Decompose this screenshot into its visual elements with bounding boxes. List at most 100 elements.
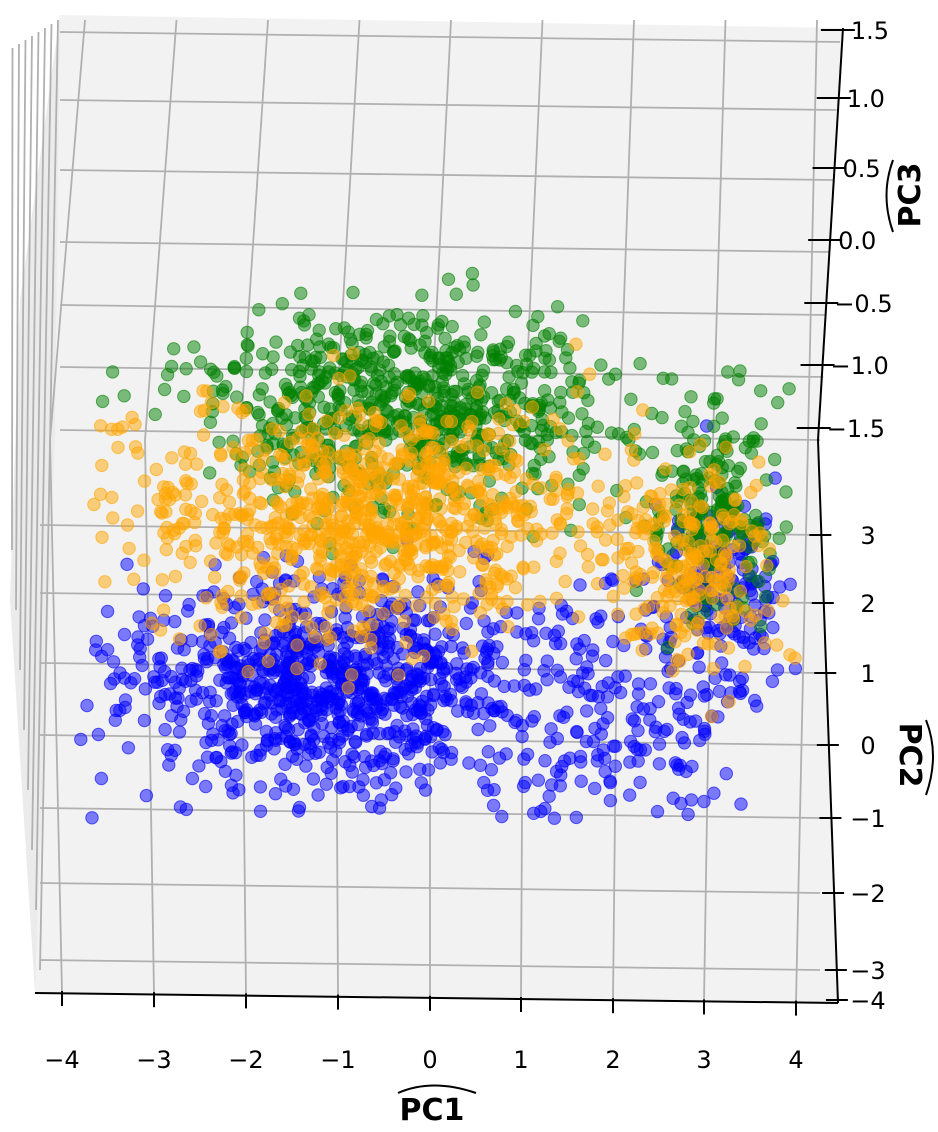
data-point [549, 554, 564, 568]
data-point [627, 453, 641, 467]
data-point [391, 668, 406, 682]
data-point [683, 592, 697, 606]
data-point [537, 443, 552, 457]
data-point [364, 555, 379, 569]
data-point [441, 272, 456, 286]
data-point [121, 741, 136, 755]
data-point [630, 700, 644, 714]
data-point [703, 523, 718, 538]
y-tick-label: 2 [860, 590, 875, 618]
data-point [341, 681, 355, 695]
data-point [579, 734, 594, 749]
data-point [346, 285, 360, 300]
data-point [508, 580, 523, 595]
data-point [351, 717, 365, 732]
data-point [484, 540, 499, 555]
data-point [158, 589, 173, 603]
data-point [500, 594, 514, 609]
data-point [249, 454, 263, 469]
data-point [573, 578, 587, 592]
data-point [526, 318, 540, 333]
data-point [500, 708, 514, 723]
data-point [598, 533, 613, 547]
z-gridline [59, 99, 837, 111]
data-point [317, 400, 331, 414]
data-point [334, 781, 348, 795]
data-point [293, 510, 308, 525]
x-tick-label: 4 [788, 1046, 803, 1074]
data-point [175, 661, 189, 675]
data-point [636, 500, 650, 515]
data-point [235, 405, 249, 420]
data-point [488, 459, 502, 473]
data-point [675, 730, 689, 745]
data-point [258, 366, 273, 380]
z-gridline [59, 304, 827, 316]
data-point [168, 614, 182, 629]
data-point [752, 574, 766, 589]
data-point [585, 688, 599, 703]
data-point [172, 632, 187, 646]
data-point [397, 614, 412, 628]
data-point [427, 688, 441, 703]
data-point [750, 699, 764, 713]
data-point [93, 487, 108, 501]
data-point [525, 365, 539, 379]
y-tick-label: 1 [860, 660, 875, 688]
data-point [165, 451, 179, 465]
side-gridline [27, 31, 40, 791]
z-tick-label: 1.0 [847, 85, 885, 113]
data-point [575, 407, 589, 421]
data-point [230, 390, 244, 404]
data-point [349, 597, 363, 611]
data-point [278, 757, 292, 771]
data-point [543, 735, 557, 749]
data-point [312, 745, 326, 759]
data-point [291, 431, 305, 445]
data-point [547, 811, 562, 825]
data-point [459, 675, 473, 689]
data-point [688, 714, 703, 728]
x-tick-label: −2 [228, 1046, 263, 1074]
data-point [497, 495, 511, 509]
data-point [733, 364, 747, 378]
data-point [719, 548, 733, 563]
data-point [253, 703, 267, 717]
data-point [239, 351, 254, 365]
data-point [241, 534, 255, 549]
data-point [315, 717, 329, 731]
data-point [617, 489, 631, 504]
data-point [306, 772, 321, 786]
data-point [322, 538, 336, 552]
data-point [579, 424, 593, 439]
data-point [754, 619, 768, 634]
z-gridline [59, 241, 830, 253]
data-point [352, 327, 367, 341]
data-point [436, 665, 450, 679]
series-2 [87, 337, 802, 724]
data-point [570, 637, 584, 651]
data-point [172, 725, 187, 739]
data-point [723, 668, 737, 682]
data-point [368, 444, 382, 459]
data-point [91, 727, 106, 742]
data-point [376, 650, 391, 664]
data-point [373, 482, 387, 497]
data-point [590, 577, 605, 591]
data-point [721, 365, 735, 379]
data-point [553, 422, 567, 436]
data-point [415, 694, 430, 708]
data-point [148, 407, 162, 422]
data-point [264, 536, 279, 550]
data-point [476, 558, 490, 572]
data-point [495, 809, 509, 824]
data-point [160, 368, 175, 382]
data-point [366, 527, 380, 542]
data-point [311, 562, 325, 577]
data-point [433, 559, 448, 574]
data-point [122, 541, 136, 556]
data-point [722, 694, 736, 709]
data-point [660, 497, 675, 511]
data-point [501, 335, 516, 349]
data-point [231, 714, 245, 729]
